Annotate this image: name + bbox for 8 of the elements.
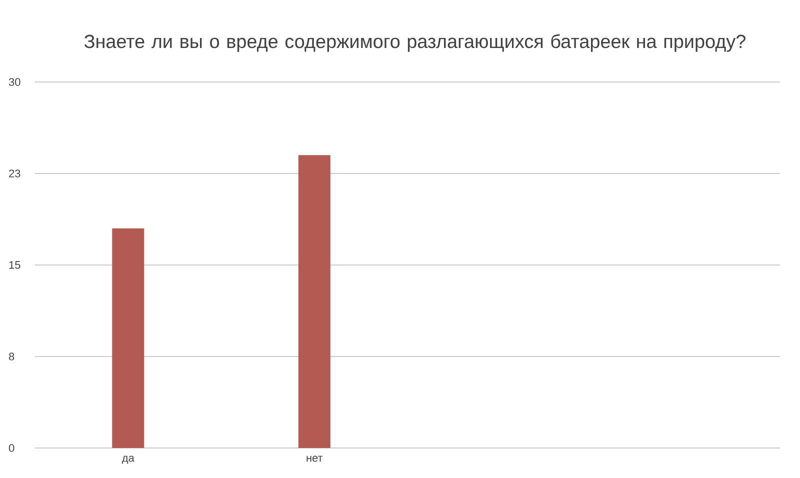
y-tick-label: 23 (9, 170, 20, 178)
x-tick-label: нет (306, 456, 323, 462)
chart-title: Знаете ли вы о вреде содержимого разлагающихся батареек на природу? (84, 34, 746, 52)
y-tick-label: 8 (8, 352, 14, 360)
y-tick-label: 30 (8, 78, 20, 86)
x-tick-label: да (122, 456, 134, 464)
y-tick-label: 0 (8, 444, 14, 452)
y-tick-label: 15 (9, 261, 20, 269)
